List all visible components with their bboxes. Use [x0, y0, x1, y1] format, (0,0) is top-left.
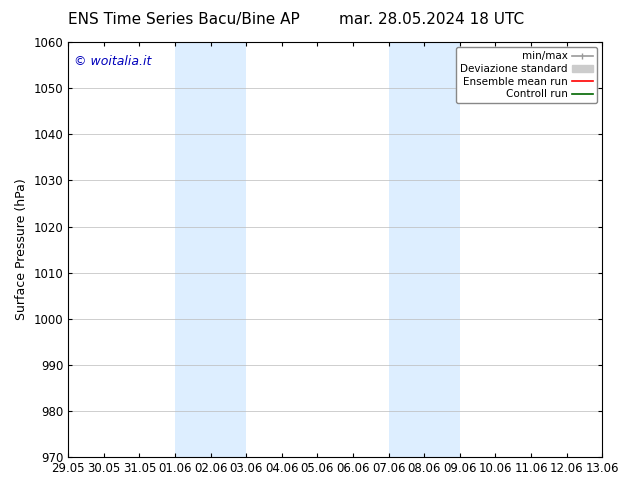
Text: © woitalia.it: © woitalia.it: [74, 54, 151, 68]
Y-axis label: Surface Pressure (hPa): Surface Pressure (hPa): [15, 179, 28, 320]
Bar: [175, 42, 246, 457]
Text: ENS Time Series Bacu/Bine AP: ENS Time Series Bacu/Bine AP: [68, 12, 300, 27]
Legend: min/max, Deviazione standard, Ensemble mean run, Controll run: min/max, Deviazione standard, Ensemble m…: [456, 47, 597, 103]
Bar: [389, 42, 460, 457]
Text: mar. 28.05.2024 18 UTC: mar. 28.05.2024 18 UTC: [339, 12, 524, 27]
